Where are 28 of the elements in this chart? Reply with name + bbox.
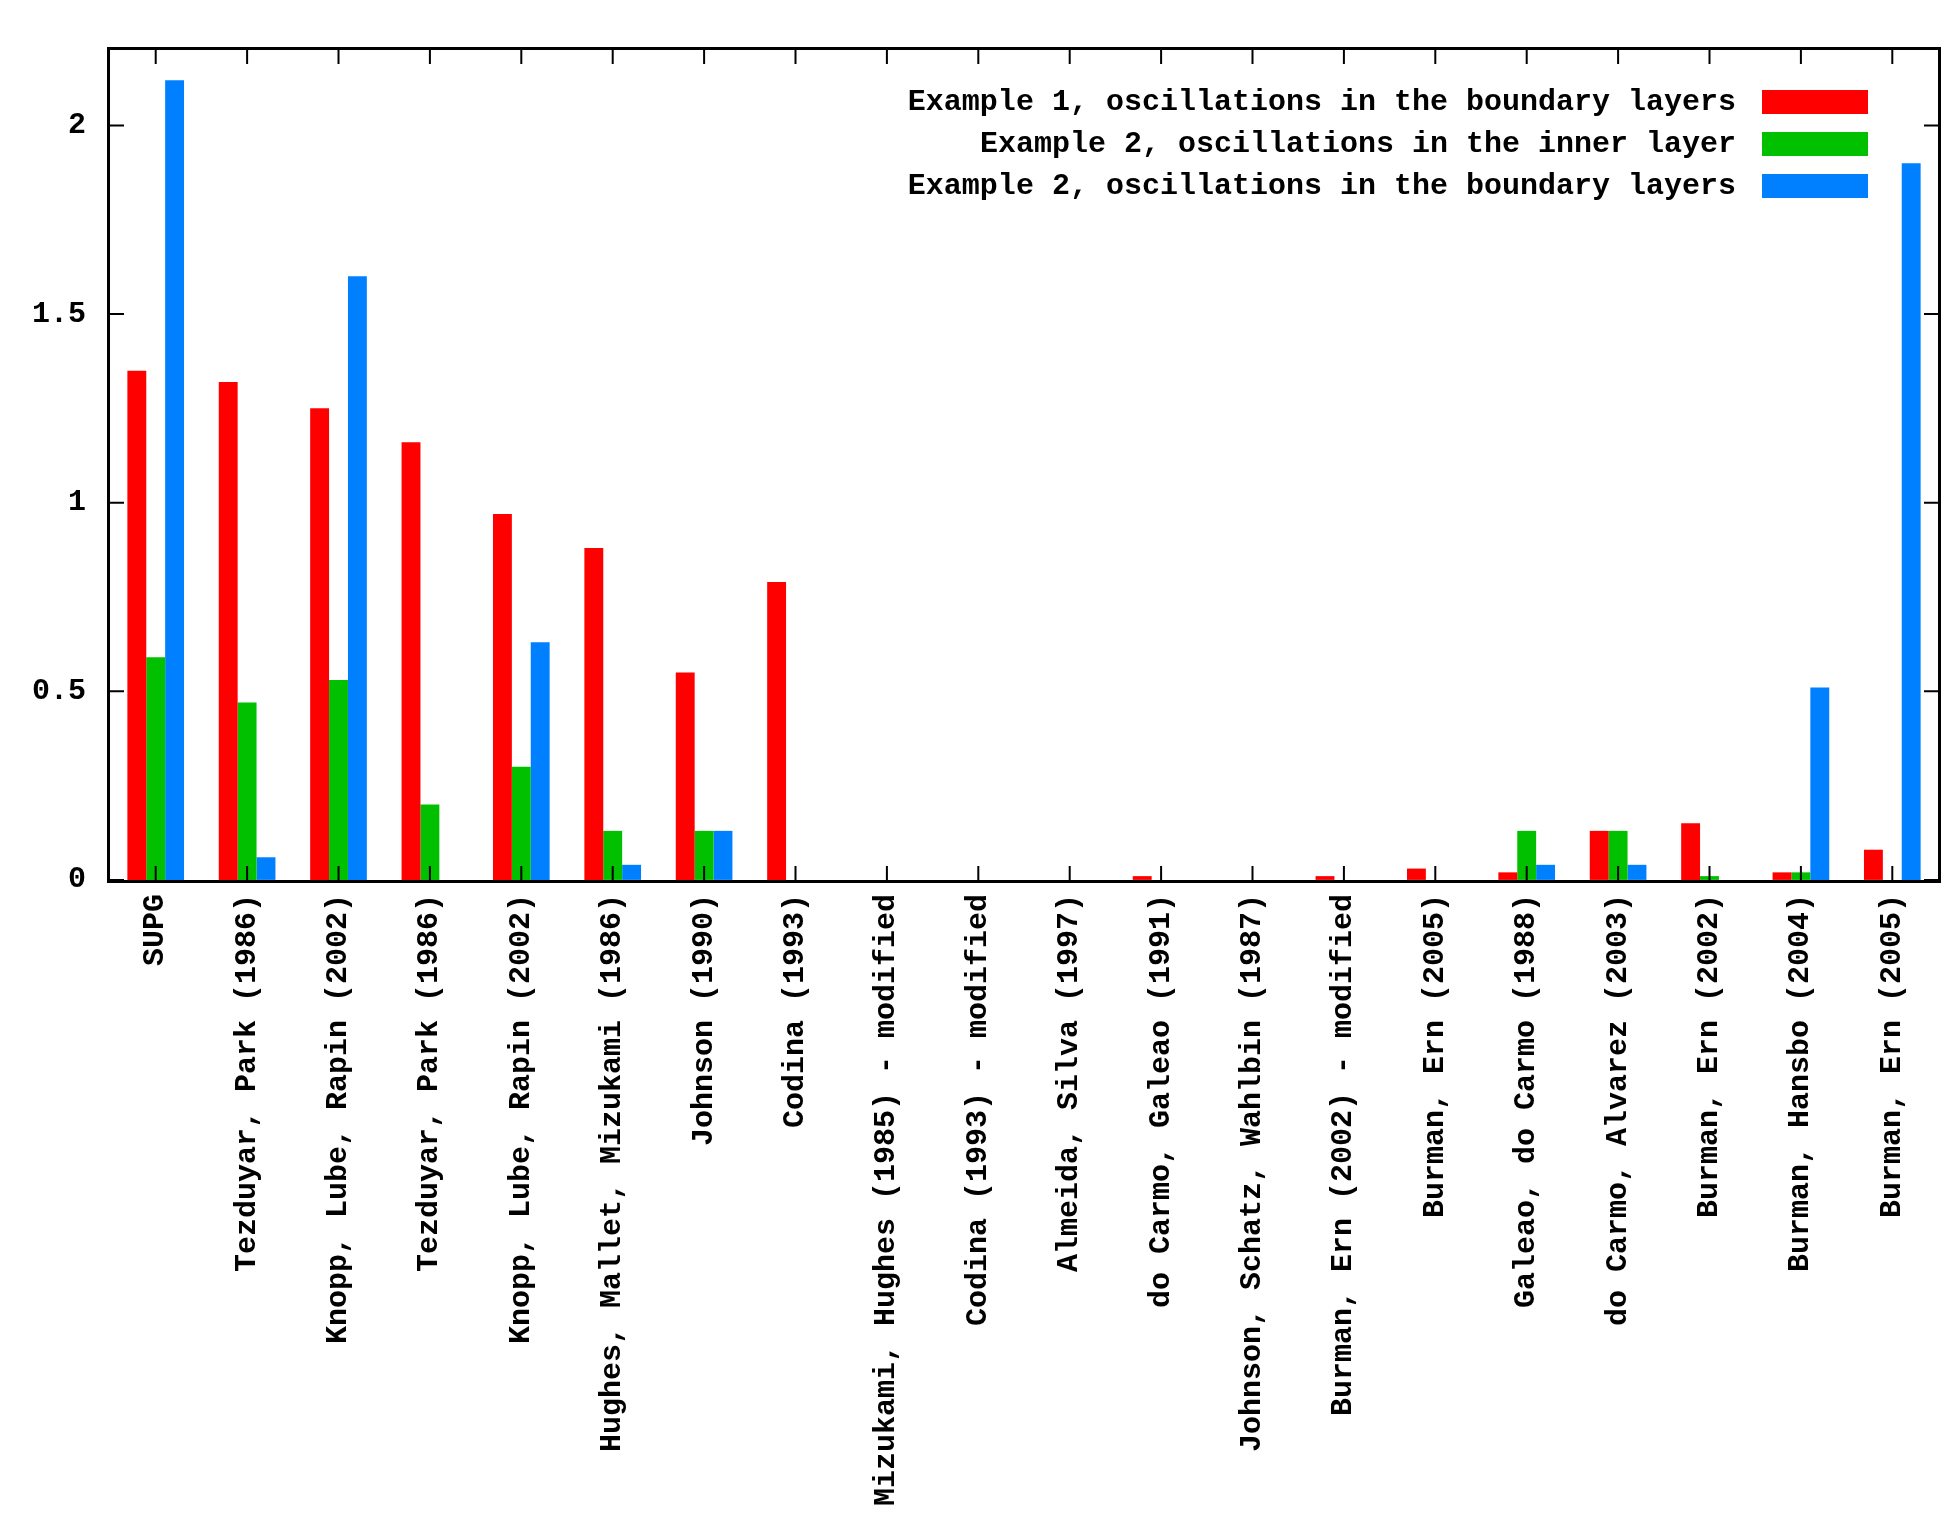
x-tick-label: Hughes, Mallet, Mizukami (1986) (595, 893, 630, 1452)
legend-label: Example 2, oscillations in the inner layer (979, 126, 1736, 161)
x-tick-label: Galeao, do Carmo (1988) (1509, 893, 1544, 1308)
x-tick-label: Tezduyar, Park (1986) (412, 893, 447, 1272)
x-tick-label: Knopp, Lube, Rapin (2002) (503, 893, 538, 1344)
x-tick-label: Knopp, Lube, Rapin (2002) (321, 893, 356, 1344)
x-tick-label: Burman, Ern (2002) (1692, 893, 1727, 1218)
y-tick-label: 0.5 (31, 673, 87, 708)
x-tick-label: do Carmo, Alvarez (2003) (1600, 893, 1635, 1326)
x-tick-label: Johnson, Schatz, Wahlbin (1987) (1235, 893, 1270, 1452)
x-tick-label: Johnson (1990) (686, 893, 721, 1146)
x-tick-label: Codina (1993) (778, 893, 813, 1128)
x-tick-label: Burman, Ern (2002) - modified (1326, 893, 1361, 1416)
x-tick-label: Burman, Hansbo (2004) (1783, 893, 1818, 1272)
x-tick-label: do Carmo, Galeao (1991) (1143, 893, 1178, 1308)
y-tick-label: 0 (67, 862, 87, 897)
x-tick-label: Burman, Ern (2005) (1874, 893, 1909, 1218)
legend-label: Example 1, oscillations in the boundary layers (907, 84, 1736, 119)
x-tick-label: Almeida, Silva (1997) (1052, 893, 1087, 1272)
x-tick-label: Mizukami, Hughes (1985) - modified (869, 893, 904, 1507)
x-tick-label: Codina (1993) - modified (960, 893, 995, 1326)
y-tick-label: 1.5 (31, 296, 87, 331)
y-tick-label: 1 (67, 485, 87, 520)
x-tick-label: Tezduyar, Park (1986) (229, 893, 264, 1272)
x-tick-label: Burman, Ern (2005) (1417, 893, 1452, 1218)
x-tick-label: SUPG (138, 893, 173, 966)
legend-label: Example 2, oscillations in the boundary layers (907, 168, 1736, 203)
y-tick-label: 2 (67, 108, 87, 143)
